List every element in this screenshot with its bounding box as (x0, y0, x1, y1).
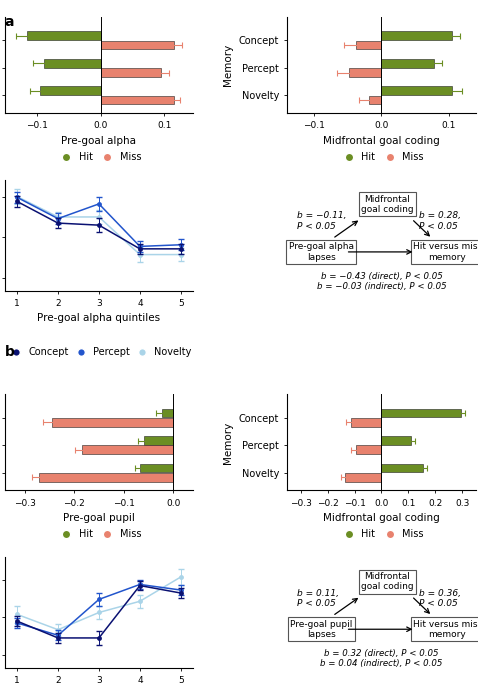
Legend: Hit, Miss: Hit, Miss (56, 530, 141, 539)
Bar (381, 436, 411, 445)
Bar (27, 32, 100, 40)
Y-axis label: Memory: Memory (223, 44, 233, 86)
Text: Pre-goal alpha
lapses: Pre-goal alpha lapses (289, 242, 354, 262)
Bar (381, 59, 434, 68)
Bar (356, 445, 381, 454)
Text: Hit versus miss
memory: Hit versus miss memory (413, 619, 478, 639)
X-axis label: Pre-goal pupil: Pre-goal pupil (63, 513, 135, 523)
Bar (44, 59, 100, 68)
Y-axis label: Memory: Memory (223, 421, 233, 464)
Legend: Hit, Miss: Hit, Miss (339, 530, 424, 539)
Legend: Hit, Miss: Hit, Miss (339, 152, 424, 162)
Text: b = 0.04 (indirect), P < 0.05: b = 0.04 (indirect), P < 0.05 (320, 659, 443, 668)
Text: Pre-goal pupil
lapses: Pre-goal pupil lapses (290, 619, 352, 639)
X-axis label: Pre-goal alpha: Pre-goal alpha (62, 136, 136, 146)
Bar (381, 32, 452, 40)
Bar (100, 40, 174, 49)
Bar (381, 86, 452, 95)
Text: Midfrontal
goal coding: Midfrontal goal coding (361, 572, 413, 591)
Bar (100, 68, 161, 77)
Legend: Hit, Miss: Hit, Miss (56, 152, 141, 162)
Text: b = −0.11,
P < 0.05: b = −0.11, P < 0.05 (297, 211, 346, 231)
Bar (140, 464, 174, 473)
Bar (381, 464, 423, 473)
Bar (349, 68, 381, 77)
Bar (40, 473, 174, 482)
Text: b = −0.43 (direct), P < 0.05: b = −0.43 (direct), P < 0.05 (321, 272, 442, 281)
Text: b = −0.03 (indirect), P < 0.05: b = −0.03 (indirect), P < 0.05 (316, 282, 446, 290)
Bar (143, 436, 174, 445)
Text: b = 0.36,
P < 0.05: b = 0.36, P < 0.05 (419, 588, 460, 608)
Text: b = 0.32 (direct), P < 0.05: b = 0.32 (direct), P < 0.05 (324, 649, 439, 658)
Text: b: b (5, 345, 15, 358)
Text: Midfrontal
goal coding: Midfrontal goal coding (361, 195, 413, 214)
X-axis label: Midfrontal goal coding: Midfrontal goal coding (323, 136, 440, 146)
Bar (163, 409, 174, 417)
Text: a: a (5, 15, 14, 29)
Bar (350, 418, 381, 427)
X-axis label: Midfrontal goal coding: Midfrontal goal coding (323, 513, 440, 523)
Text: b = 0.28,
P < 0.05: b = 0.28, P < 0.05 (419, 211, 460, 231)
Text: Hit versus miss
memory: Hit versus miss memory (413, 242, 478, 262)
Bar (356, 40, 381, 49)
Legend: Concept, Percept, Novelty: Concept, Percept, Novelty (7, 347, 191, 358)
Text: b = 0.11,
P < 0.05: b = 0.11, P < 0.05 (297, 588, 339, 608)
Bar (40, 86, 100, 95)
Bar (345, 473, 381, 482)
Bar (100, 95, 174, 104)
Bar (381, 409, 461, 417)
X-axis label: Pre-goal alpha quintiles: Pre-goal alpha quintiles (37, 314, 161, 323)
Bar (369, 95, 381, 104)
Bar (52, 418, 174, 427)
Bar (82, 445, 174, 454)
